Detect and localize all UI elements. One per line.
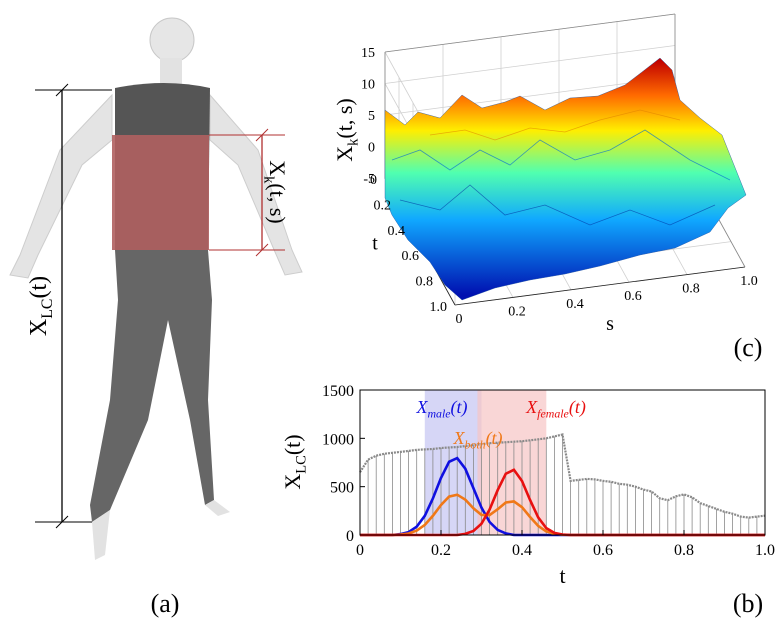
- surface-illustration: [384, 57, 747, 301]
- x-tick-label: 0: [356, 542, 364, 559]
- y-axis-label-part: (t): [280, 434, 305, 455]
- x-tick-label: 0.2: [431, 542, 451, 559]
- s-tick-label: 0.6: [624, 289, 642, 304]
- body-length-label: XLC(t): [26, 276, 56, 336]
- torso-label-part: k: [261, 176, 277, 184]
- z-grid-line: [384, 45, 676, 84]
- x-tick-label: 0.4: [512, 542, 532, 559]
- body-illustration: [9, 17, 303, 560]
- z-tick-label: 0: [368, 141, 375, 156]
- torso-region: [112, 135, 209, 250]
- series-label-part: male: [427, 407, 450, 421]
- z-axis-label-part: X: [332, 146, 357, 162]
- t-tick-label: 0: [370, 173, 377, 188]
- body-length-label-part: X: [26, 319, 52, 336]
- series-label-part: (t): [569, 397, 586, 418]
- y-axis-label-part: LC: [294, 455, 310, 474]
- axis-line: [384, 13, 676, 53]
- t-tick-label: 0.2: [374, 198, 392, 213]
- torso-label-part: X: [265, 160, 290, 176]
- y-axis-label: XLC(t): [280, 434, 310, 489]
- series-label-part: X: [525, 397, 538, 417]
- panel-label: (c): [734, 333, 763, 362]
- highlight-span: [424, 390, 482, 535]
- y-tick-label: 500: [330, 480, 354, 497]
- s-tick-label: 0: [456, 312, 463, 327]
- t-tick-label: 1.0: [430, 300, 448, 315]
- t-tick-label: 0.4: [388, 224, 406, 239]
- z-grid-line: [384, 76, 676, 116]
- t-axis-label: t: [372, 233, 378, 255]
- t-tick-label: 0.8: [416, 275, 434, 290]
- y-axis-label-part: X: [280, 474, 305, 490]
- z-axis-label: Xk(t, s): [332, 98, 362, 161]
- z-axis-label-part: (t, s): [332, 98, 357, 138]
- series-label: Xboth(t): [452, 428, 502, 452]
- z-axis-label-part: k: [346, 138, 362, 146]
- z-tick-label: 5: [368, 109, 375, 124]
- panel-label: (a): [151, 589, 180, 618]
- x-tick-label: 1.0: [755, 542, 775, 559]
- series-label: Xfemale(t): [525, 397, 586, 421]
- s-axis-label: s: [606, 313, 614, 335]
- y-tick-label: 1000: [322, 431, 354, 448]
- torso-label-part: (t, s): [265, 183, 290, 223]
- axis-line: [454, 266, 746, 306]
- x-tick-label: 0.6: [593, 542, 613, 559]
- series-label-part: X: [415, 397, 428, 417]
- s-tick-label: 0.8: [682, 282, 700, 297]
- t-tick-label: 0.6: [402, 249, 420, 264]
- panel-label: (b): [733, 589, 763, 618]
- x-tick-label: 0.8: [674, 542, 694, 559]
- s-tick-label: 1.0: [740, 274, 758, 289]
- series-label: Xmale(t): [415, 397, 467, 421]
- torso-label: Xk(t, s): [261, 160, 291, 223]
- series-label-part: X: [452, 428, 465, 448]
- body-length-label-part: LC: [39, 299, 56, 319]
- x-axis-label: t: [559, 563, 565, 588]
- s-tick-label: 0.4: [566, 297, 584, 312]
- z-tick-label: 10: [361, 78, 375, 93]
- z-tick-label: -5: [363, 172, 375, 187]
- plot-frame: [359, 389, 766, 536]
- s-tick-label: 0.2: [508, 304, 526, 319]
- series-label-part: both: [464, 438, 485, 452]
- z-tick-label: 15: [361, 46, 375, 61]
- legs: [90, 250, 214, 522]
- body-length-label-part: (t): [26, 276, 52, 299]
- series-line: [359, 433, 766, 519]
- y-tick-label: 1500: [322, 383, 354, 400]
- y-tick-label: 0: [346, 528, 354, 545]
- series-label-part: (t): [486, 428, 503, 449]
- series-label-part: (t): [451, 397, 468, 418]
- series-label-part: female: [537, 407, 569, 421]
